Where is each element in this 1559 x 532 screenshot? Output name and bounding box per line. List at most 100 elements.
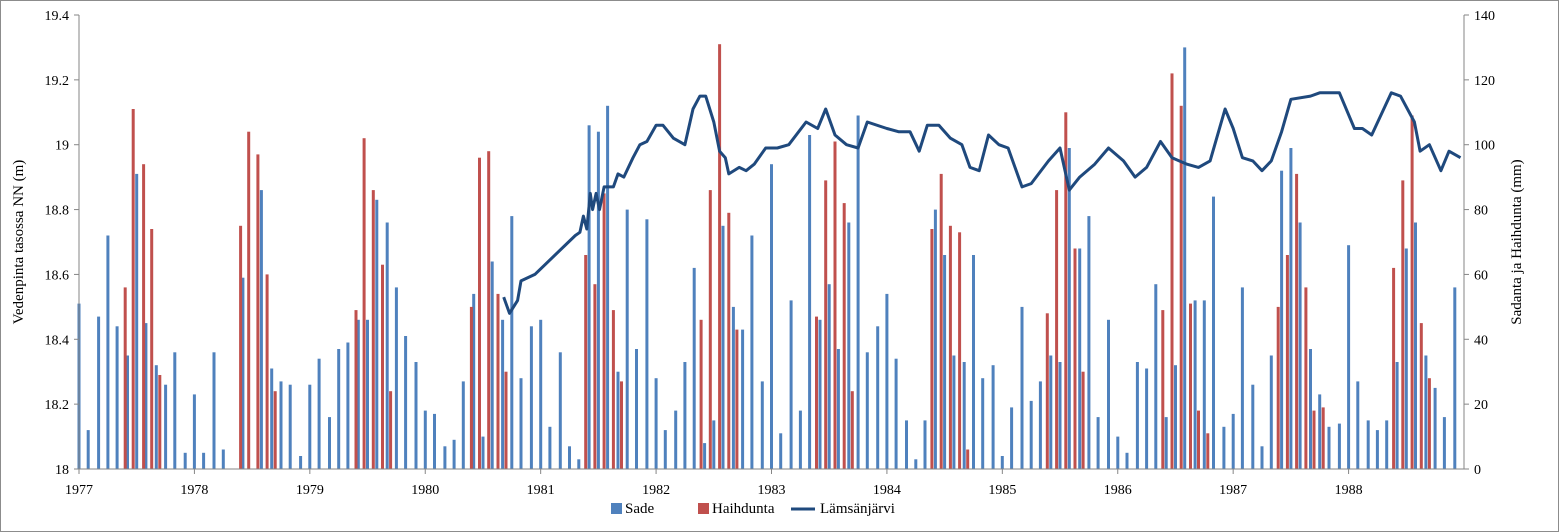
sade-bar (856, 115, 860, 469)
x-tick-label: 1981 (527, 483, 555, 498)
sade-bar (1154, 284, 1158, 469)
sade-bar (663, 430, 667, 469)
haihdunta-bar (273, 391, 277, 469)
sade-bar (760, 381, 764, 469)
legend-label-haihdunta: Haihdunta (712, 501, 775, 517)
sade-bar (1029, 400, 1033, 469)
sade-bar (876, 326, 880, 469)
y-left-tick-label: 19 (55, 139, 69, 154)
sade-bar (356, 319, 360, 469)
sade-bar (375, 199, 379, 470)
haihdunta-bar (265, 274, 269, 469)
haihdunta-bar (354, 310, 358, 469)
sade-bar (1309, 349, 1312, 469)
sade-bar (404, 336, 408, 469)
haihdunta-bar (824, 180, 828, 469)
sade-bar (183, 452, 187, 469)
haihdunta-bar (469, 306, 473, 469)
sade-bar (192, 394, 196, 469)
sade-bar (1298, 222, 1302, 469)
sade-bar (731, 306, 735, 469)
haihdunta-bar (1161, 310, 1165, 469)
haihdunta-bar (1285, 255, 1289, 469)
sade-bar (808, 135, 812, 469)
haihdunta-bar (1189, 303, 1192, 469)
sade-bar (606, 105, 610, 470)
haihdunta-bar (842, 203, 846, 469)
sade-bar (1078, 248, 1082, 469)
sade-bar (212, 352, 216, 469)
axes: 18 18.2 18.4 18.6 18.8 19 19.2 19.4 0 20 40 60 80 100… (11, 9, 1525, 498)
sade-bar (1251, 384, 1255, 469)
haihdunta-bar (1401, 180, 1405, 469)
x-tick-label: 1978 (180, 483, 208, 498)
sade-bar (1174, 365, 1177, 469)
sade-bar (1356, 381, 1360, 469)
sade-bar (1020, 306, 1024, 469)
sade-bar (1318, 394, 1322, 469)
sade-bar (905, 420, 908, 469)
sade-bar (894, 358, 898, 469)
haihdunta-bar (620, 381, 623, 469)
sade-bar (577, 459, 581, 469)
haihdunta-bar (966, 449, 970, 469)
sade-bar (1087, 216, 1091, 469)
sade-bar (1442, 417, 1446, 469)
sade-bar (414, 362, 418, 469)
sade-bar (981, 378, 985, 469)
sade-bar (1327, 426, 1331, 469)
x-tick-label: 1986 (1104, 483, 1132, 498)
legend-swatch-sade (611, 503, 622, 514)
sade-bars (77, 47, 1457, 470)
sade-bar (1058, 362, 1062, 469)
y-left-axis-title: Vedenpinta tasossa NN (m) (11, 160, 27, 325)
lamsanjarvi-line (502, 91, 1462, 315)
haihdunta-bar (1073, 248, 1077, 469)
sade-bar (587, 125, 591, 470)
sade-bar (1135, 362, 1139, 469)
sade-bar (490, 261, 494, 469)
sade-bar (501, 319, 505, 469)
y-right-tick-label: 40 (1474, 333, 1488, 348)
x-tick-label: 1979 (296, 483, 324, 498)
haihdunta-bar (930, 229, 934, 469)
sade-bar (625, 209, 629, 469)
sade-bar (1164, 417, 1168, 469)
sade-bar (865, 352, 869, 469)
haihdunta-bar (611, 310, 615, 469)
haihdunta-bar (1197, 410, 1200, 469)
sade-bar (914, 459, 918, 469)
sade-bar (1231, 413, 1235, 469)
legend-swatch-haihdunta (698, 503, 709, 514)
sade-bar (1453, 287, 1457, 469)
sade-bar (1010, 407, 1014, 469)
x-tick-label: 1985 (988, 483, 1016, 498)
sade-bar (328, 417, 331, 469)
sade-bar (1107, 319, 1110, 469)
haihdunta-bar (239, 225, 243, 469)
sade-bar (1096, 417, 1100, 469)
sade-bar (443, 446, 447, 469)
sade-bar (943, 255, 947, 469)
sade-bar (135, 173, 139, 469)
sade-bar (1269, 355, 1273, 469)
sade-bar (770, 164, 773, 469)
sade-bar (1067, 148, 1071, 469)
sade-bar (683, 362, 687, 469)
haihdunta-bar (584, 255, 588, 469)
sade-bar (279, 381, 283, 469)
haihdunta-bar (708, 190, 712, 469)
haihdunta-bar (602, 193, 606, 469)
sade-bar (568, 446, 571, 469)
sade-bar (1347, 245, 1351, 469)
sade-bar (1116, 436, 1120, 469)
lamsanjarvi-line-layer (502, 91, 1462, 315)
y-right-tick-label: 80 (1474, 204, 1488, 219)
y-right-tick-label: 100 (1474, 139, 1495, 154)
haihdunta-bar (478, 157, 481, 469)
haihdunta-bar (1419, 323, 1423, 469)
sade-bar (1125, 452, 1129, 469)
sade-bar (558, 352, 562, 469)
